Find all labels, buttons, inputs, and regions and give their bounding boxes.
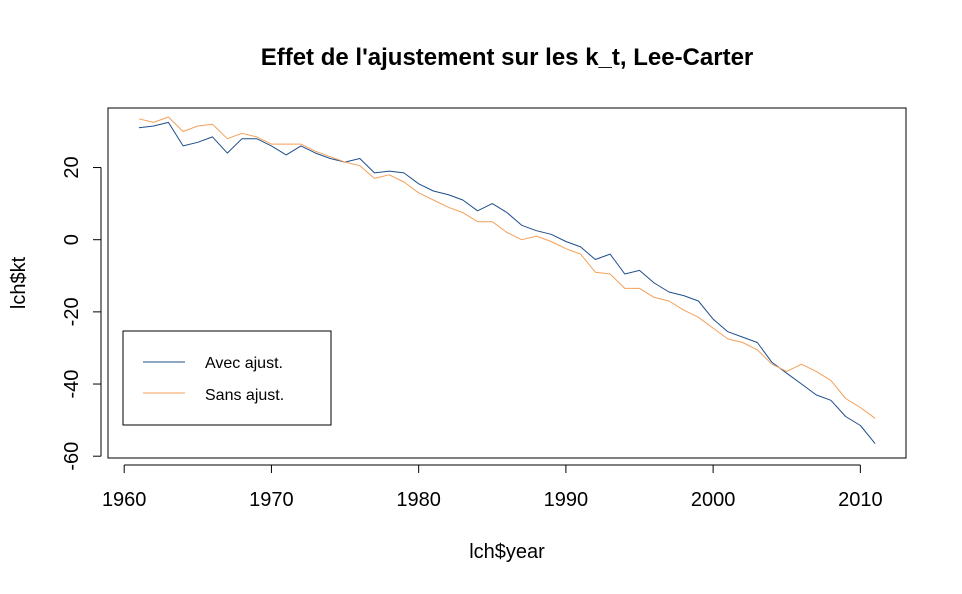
y-axis: 20 0 -20 -40 -60 (61, 156, 102, 471)
x-axis: 1960 1970 1980 1990 2000 2010 (102, 464, 883, 511)
x-tick-label: 2010 (838, 489, 883, 511)
y-tick-label: -60 (61, 442, 83, 471)
y-axis-label: lch$kt (8, 256, 30, 309)
y-tick-label: 0 (61, 234, 83, 245)
legend: Avec ajust. Sans ajust. (122, 330, 332, 426)
series-layer (138, 116, 876, 444)
legend-label-avec: Avec ajust. (205, 355, 283, 372)
x-tick-label: 1980 (396, 489, 441, 511)
legend-label-sans: Sans ajust. (205, 387, 284, 404)
x-axis-label: lch$year (469, 541, 545, 563)
series-line-1 (138, 116, 876, 419)
x-tick-label: 2000 (691, 489, 736, 511)
chart-title: Effet de l'ajustement sur les k_t, Lee-C… (261, 44, 754, 71)
plot-frame (107, 107, 907, 459)
x-tick-label: 1970 (249, 489, 294, 511)
y-tick-label: 20 (61, 156, 83, 178)
y-tick-label: -20 (61, 297, 83, 326)
series-line-0 (138, 121, 876, 444)
x-tick-label: 1990 (544, 489, 589, 511)
x-tick-label: 1960 (102, 489, 147, 511)
y-tick-label: -40 (61, 370, 83, 399)
legend-box (122, 330, 332, 426)
